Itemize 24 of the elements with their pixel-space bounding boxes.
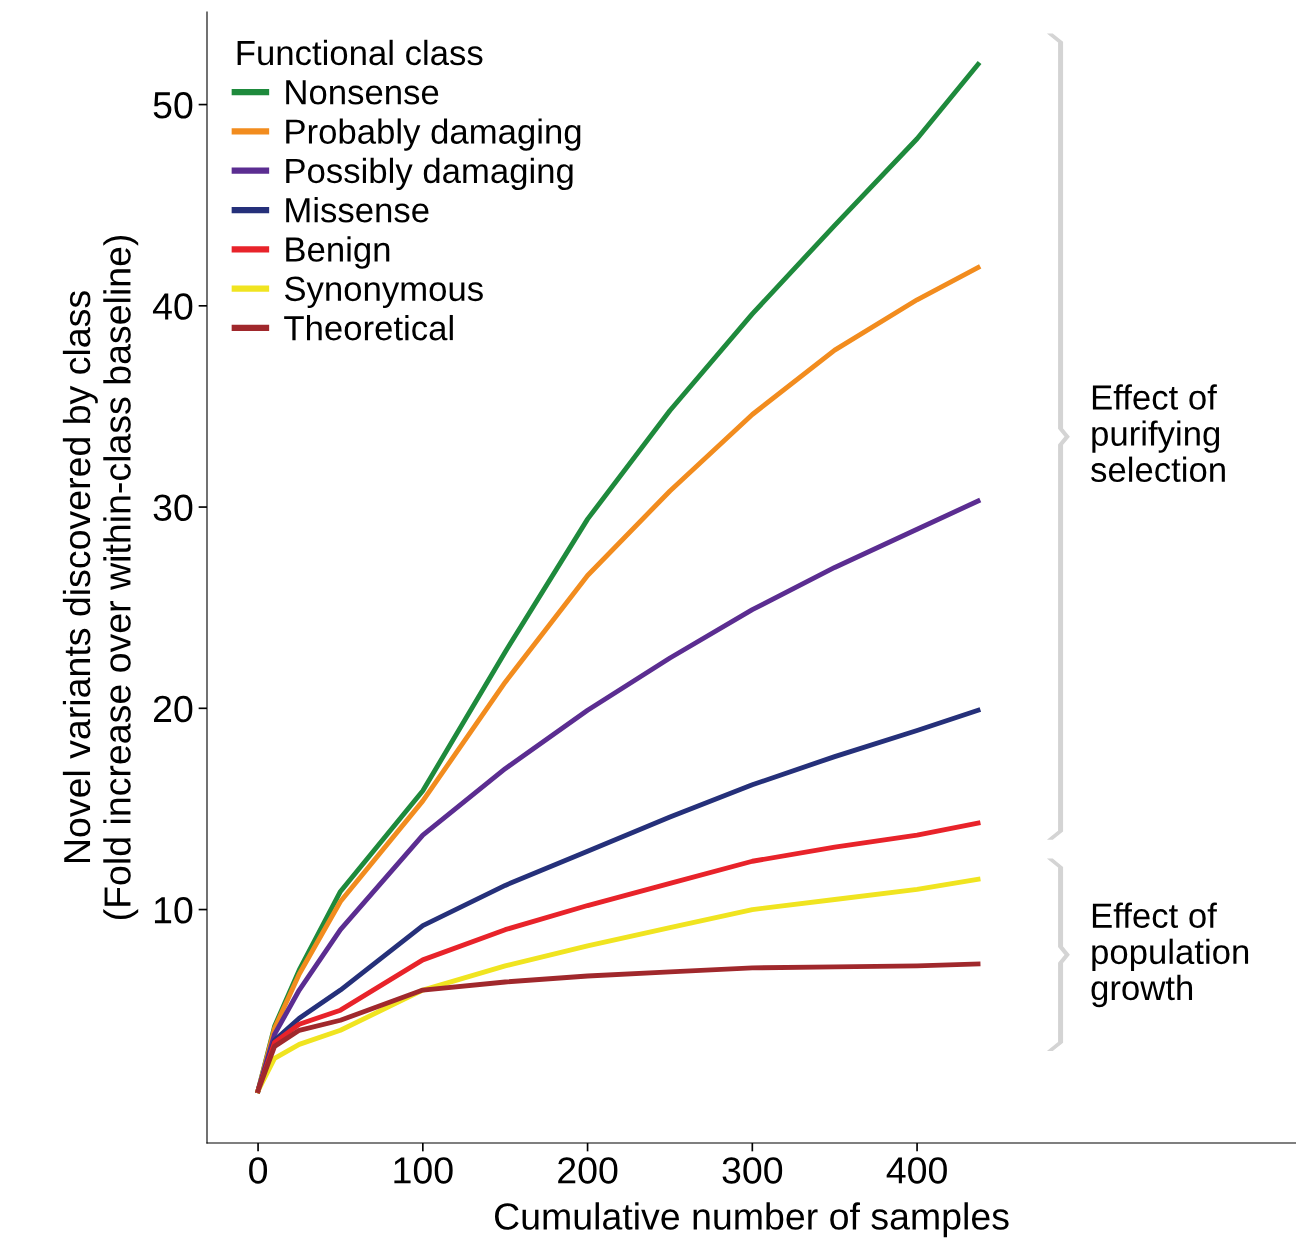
legend-label: Benign bbox=[286, 236, 390, 269]
y-axis-title: Novel variants discovered by class (Fold increase over within-class baseline) bbox=[62, 235, 139, 920]
x-axis-title: Cumulative number of samples bbox=[494, 1202, 1009, 1238]
annotation: Effect of purifying selection bbox=[1091, 384, 1225, 483]
y-tick-label: 40 bbox=[152, 293, 193, 320]
x-tick-label: 100 bbox=[394, 1157, 453, 1184]
line-series bbox=[255, 876, 981, 1094]
y-tick-label: 10 bbox=[154, 896, 193, 924]
legend-label: Possibly damaging bbox=[286, 157, 573, 191]
y-tick-label: 50 bbox=[153, 91, 193, 119]
y-tick-label: 30 bbox=[153, 494, 193, 522]
annotation: Effect of population growth bbox=[1091, 902, 1249, 1008]
legend-label: Probably damaging bbox=[286, 118, 581, 151]
x-tick-label: 400 bbox=[886, 1157, 947, 1184]
line-series bbox=[255, 961, 981, 1094]
y-tick-label: 20 bbox=[153, 695, 193, 723]
legend-label: Theoretical bbox=[284, 314, 453, 341]
x-tick-label: 0 bbox=[249, 1157, 268, 1184]
x-tick-label: 200 bbox=[558, 1157, 618, 1184]
legend-label: Nonsense bbox=[286, 80, 439, 105]
x-tick-label: 300 bbox=[722, 1157, 783, 1184]
legend-label: Synonymous bbox=[284, 276, 483, 309]
legend-title: Functional class bbox=[237, 39, 483, 66]
legend-label: Missense bbox=[286, 197, 429, 223]
